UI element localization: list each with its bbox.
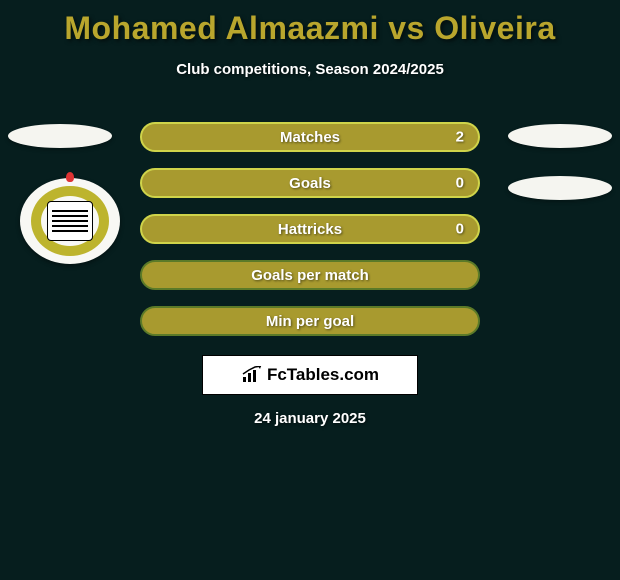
snapshot-date: 24 january 2025: [0, 410, 620, 427]
brand-text: FcTables.com: [267, 365, 379, 385]
stat-row: Hattricks 0: [140, 214, 480, 244]
stat-row: Matches 2: [140, 122, 480, 152]
player-right-badge-placeholder-1: [508, 124, 612, 148]
stat-value: 0: [456, 175, 464, 192]
stat-label: Goals per match: [251, 267, 369, 284]
stat-row: Goals 0: [140, 168, 480, 198]
comparison-subtitle: Club competitions, Season 2024/2025: [0, 61, 620, 78]
comparison-title: Mohamed Almaazmi vs Oliveira: [0, 0, 620, 47]
stat-label: Hattricks: [278, 221, 342, 238]
stat-value: 0: [456, 221, 464, 238]
stat-label: Matches: [280, 129, 340, 146]
player-left-badge-placeholder: [8, 124, 112, 148]
stat-label: Min per goal: [266, 313, 354, 330]
stat-label: Goals: [289, 175, 331, 192]
stat-value: 2: [456, 129, 464, 146]
brand-chart-icon: [241, 366, 263, 384]
player-right-badge-placeholder-2: [508, 176, 612, 200]
stats-table: Matches 2 Goals 0 Hattricks 0 Goals per …: [140, 122, 480, 352]
brand-box: FcTables.com: [202, 355, 418, 395]
club-logo: [20, 178, 120, 264]
stat-row: Min per goal: [140, 306, 480, 336]
stat-row: Goals per match: [140, 260, 480, 290]
